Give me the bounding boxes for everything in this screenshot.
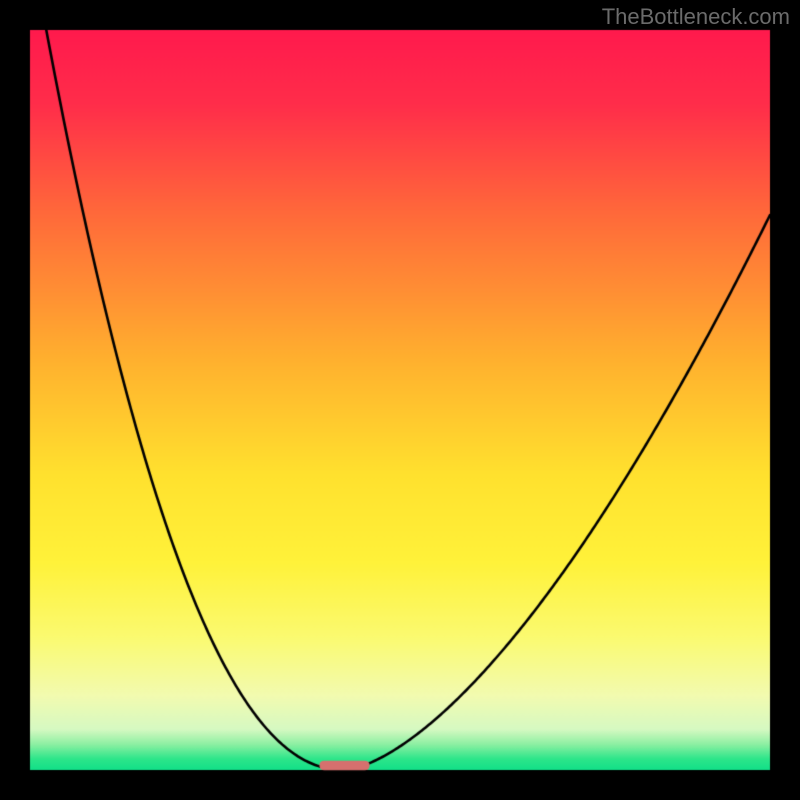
bottleneck-chart-canvas (0, 0, 800, 800)
watermark-text: TheBottleneck.com (602, 4, 790, 30)
chart-root: TheBottleneck.com (0, 0, 800, 800)
